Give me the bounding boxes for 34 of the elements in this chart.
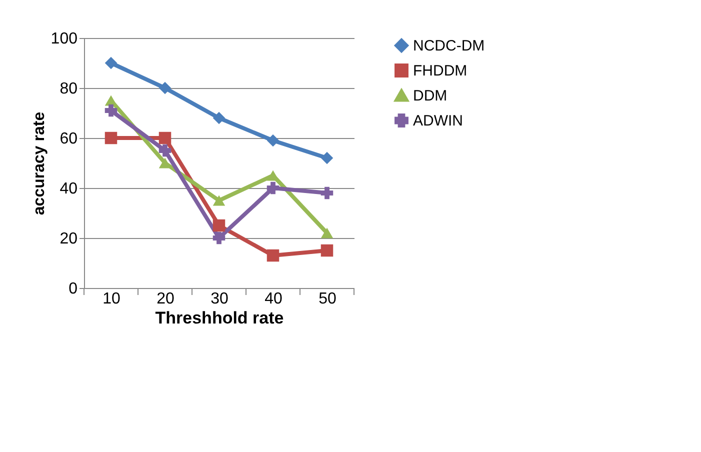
y-tick-label: 100 <box>50 30 78 48</box>
y-tick-label: 0 <box>68 280 78 298</box>
point <box>320 152 334 164</box>
point <box>320 228 334 238</box>
y-tick-label: 80 <box>60 80 78 98</box>
legend-label: FHDDM <box>413 62 468 80</box>
point <box>212 219 226 232</box>
point <box>158 82 172 94</box>
point <box>266 249 280 262</box>
x-axis-title: Threshhold rate <box>155 308 284 328</box>
legend-label: DDM <box>413 88 448 104</box>
y-tick-label: 20 <box>60 230 78 248</box>
point <box>104 132 118 144</box>
point <box>104 104 118 117</box>
x-tick-label: 20 <box>156 290 174 308</box>
point <box>266 134 280 147</box>
point <box>320 244 334 257</box>
x-tick-label: 10 <box>102 290 120 308</box>
point <box>212 232 226 244</box>
point <box>266 182 280 194</box>
point <box>320 186 334 200</box>
legend-label: ADWIN <box>413 112 463 130</box>
y-tick-label: 60 <box>60 130 78 148</box>
y-tick-label: 40 <box>60 180 78 198</box>
point <box>212 195 226 206</box>
point <box>104 56 118 70</box>
x-tick-label: 50 <box>318 290 336 308</box>
point <box>158 132 172 144</box>
point <box>212 112 226 124</box>
legend-label: NCDC-DM <box>413 38 485 54</box>
x-tick-label: 30 <box>210 290 228 308</box>
point <box>158 144 172 157</box>
x-tick-label: 40 <box>264 290 282 308</box>
y-axis-title: accuracy rate <box>30 112 48 216</box>
